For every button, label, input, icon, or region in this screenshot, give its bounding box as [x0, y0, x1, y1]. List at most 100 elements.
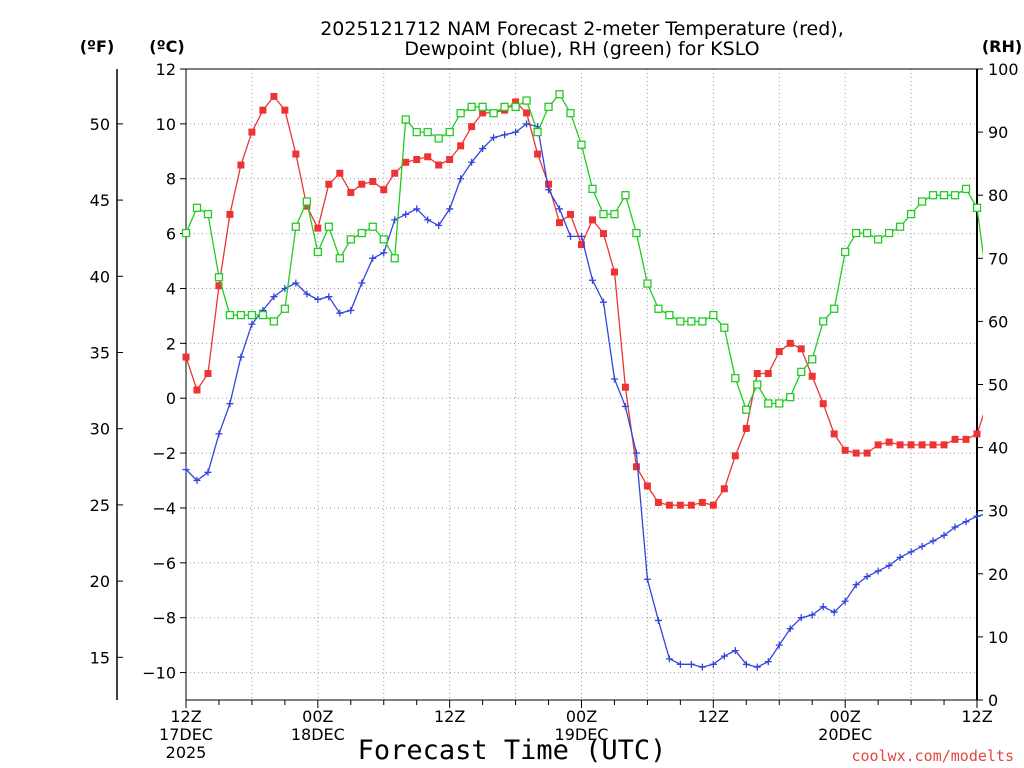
temperature-point [292, 150, 300, 158]
temperature-point [545, 180, 553, 188]
dewpoint-point [182, 466, 190, 474]
series-dewpoint [182, 120, 983, 671]
x-tick-label: 00Z [566, 707, 597, 726]
rh-point [522, 96, 531, 105]
x-tick-label: 20DEC [818, 725, 872, 744]
temperature-point [753, 370, 761, 378]
rh-point [687, 317, 696, 326]
temperature-point [665, 501, 673, 509]
dewpoint-point [797, 614, 805, 622]
series-temperature [182, 92, 1013, 509]
rh-point [841, 247, 850, 257]
grid [186, 69, 977, 700]
dewpoint-point [490, 134, 498, 142]
dewpoint-point [907, 548, 915, 556]
x-tick-label: 2025 [166, 743, 207, 762]
temperature-point [358, 180, 366, 188]
rh-point [632, 228, 641, 238]
fahrenheit-unit-label: (ºF) [80, 37, 115, 56]
rh-point [401, 115, 410, 124]
temperature-point [270, 92, 278, 100]
rh-point [357, 228, 366, 238]
celsius-tick-label: −8 [152, 609, 176, 628]
rh-point [291, 222, 301, 231]
dewpoint-point [512, 128, 520, 136]
dewpoint-point [457, 175, 465, 183]
temperature-point [226, 210, 234, 218]
rh-point [709, 310, 718, 320]
dewpoint-point [336, 309, 344, 317]
temperature-point [303, 202, 311, 210]
dewpoint-point [479, 145, 487, 153]
rh-point [445, 127, 454, 137]
temperature-point [962, 435, 970, 443]
rh-point [676, 317, 685, 326]
dewpoint-point [292, 279, 300, 287]
rh-point [225, 310, 235, 320]
temperature-point [402, 158, 410, 166]
temperature-point [610, 268, 618, 276]
chart-title: 2025121712 NAM Forecast 2-meter Temperat… [320, 18, 844, 40]
temperature-point [336, 169, 344, 177]
dewpoint-point [358, 279, 366, 287]
series-rh [181, 90, 983, 414]
rh-point [862, 228, 872, 238]
rh-point [884, 228, 894, 238]
temperature-point [808, 372, 816, 380]
dewpoint-point [632, 449, 640, 457]
rh-point [214, 273, 224, 282]
fahrenheit-tick-label: 25 [90, 496, 110, 515]
dewpoint-point [314, 295, 322, 303]
celsius-tick-label: 6 [166, 225, 176, 244]
dewpoint-point [808, 611, 816, 619]
credit-text: coolwx.com/modelts [851, 747, 1014, 765]
rh-point [621, 191, 630, 200]
dewpoint-point [863, 573, 871, 581]
rh-point [456, 109, 465, 118]
rh-point [939, 191, 949, 200]
temperature-point [918, 441, 926, 449]
dewpoint-point [830, 608, 838, 616]
rh-tick-label: 0 [988, 691, 998, 710]
temperature-point [248, 128, 256, 136]
temperature-point [995, 343, 1002, 350]
celsius-tick-label: −6 [152, 554, 176, 573]
rh-tick-label: 70 [988, 249, 1008, 268]
temperature-point [369, 177, 377, 185]
rh-point [961, 184, 971, 194]
rh-point [764, 399, 773, 408]
dewpoint-point [610, 375, 618, 383]
temperature-point [632, 463, 640, 471]
temperature-point [391, 169, 399, 177]
rh-point [269, 317, 279, 326]
rh-point [577, 140, 586, 149]
dewpoint-point [676, 660, 684, 668]
temperature-point [325, 180, 333, 188]
dewpoint-point [369, 254, 377, 262]
dewpoint-point [720, 652, 728, 660]
temperature-point [841, 446, 849, 454]
x-tick-label: 18DEC [291, 725, 345, 744]
temperature-point [1006, 288, 1013, 295]
temperature-point [874, 441, 882, 449]
rh-point [236, 310, 246, 320]
dewpoint-point [413, 205, 421, 213]
dewpoint-point [347, 306, 355, 314]
dewpoint-point [709, 660, 717, 668]
dewpoint-point [918, 542, 926, 550]
temperature-point [259, 106, 267, 114]
temperature-point [523, 109, 531, 117]
rh-tick-label: 80 [988, 186, 1008, 205]
temperature-point [786, 339, 794, 347]
temperature-point [973, 430, 981, 438]
rh-point [643, 279, 652, 288]
dewpoint-point [237, 353, 245, 361]
temperature-point [457, 142, 465, 150]
temperature-point [929, 441, 937, 449]
dewpoint-point [391, 216, 399, 224]
x-axis-label: Forecast Time (UTC) [358, 735, 667, 766]
dewpoint-point [501, 131, 509, 139]
dewpoint-point [621, 402, 629, 410]
temperature-point [314, 224, 322, 232]
